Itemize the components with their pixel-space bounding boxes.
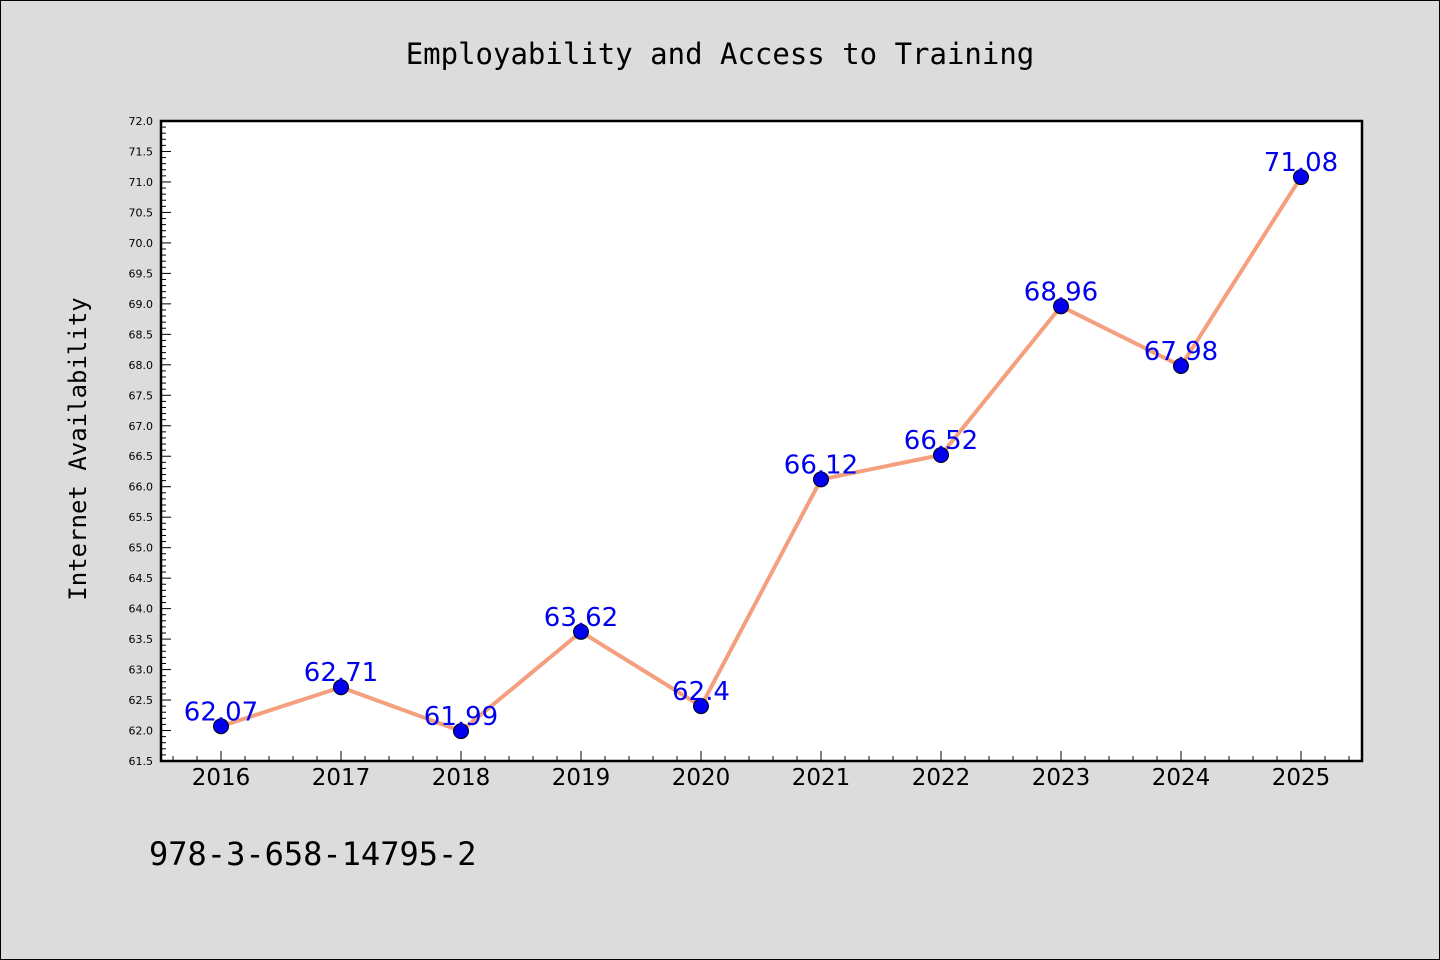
y-tick-label: 64.5: [129, 572, 154, 585]
x-tick-label: 2021: [792, 765, 851, 791]
data-label: 62.4: [672, 677, 730, 707]
x-tick-label: 2017: [312, 765, 371, 791]
y-tick-label: 62.5: [129, 694, 154, 707]
data-label: 63.62: [544, 603, 618, 633]
data-point: [573, 623, 589, 640]
chart-title: Employability and Access to Training: [406, 37, 1035, 71]
y-tick-label: 71.0: [129, 176, 154, 189]
y-tick-label: 70.5: [129, 206, 154, 219]
y-tick-label: 70.0: [129, 237, 154, 250]
data-point: [453, 723, 469, 740]
y-tick-label: 71.5: [129, 145, 154, 158]
series-group: [213, 169, 1309, 740]
data-point: [1293, 169, 1309, 186]
data-point: [213, 718, 229, 735]
plot-area: [161, 121, 1362, 761]
y-tick-label: 63.5: [129, 633, 154, 646]
data-label: 61.99: [424, 702, 498, 732]
series-line: [219, 175, 1303, 734]
data-label: 68.96: [1024, 277, 1098, 307]
data-label: 66.12: [784, 450, 858, 480]
y-tick-label: 65.5: [129, 511, 154, 524]
data-label: 67.98: [1144, 337, 1218, 367]
y-tick-label: 68.0: [129, 359, 154, 372]
y-tick-label: 67.0: [129, 420, 154, 433]
y-tick-label: 69.0: [129, 298, 154, 311]
data-label: 66.52: [904, 426, 978, 456]
y-tick-label: 66.5: [129, 450, 154, 463]
data-label: 62.07: [184, 697, 258, 727]
y-tick-label: 68.5: [129, 328, 154, 341]
y-tick-label: 64.0: [129, 603, 154, 616]
x-tick-label: 2023: [1032, 765, 1091, 791]
y-axis-label: Internet Availability: [64, 297, 92, 600]
data-point: [333, 679, 349, 696]
y-tick-label: 72.0: [129, 115, 154, 128]
x-tick-label: 2025: [1272, 765, 1331, 791]
y-tick-label: 61.5: [129, 755, 154, 768]
x-tick-label: 2024: [1152, 765, 1211, 791]
data-label: 71.08: [1264, 148, 1338, 178]
y-tick-label: 69.5: [129, 267, 154, 280]
y-tick-label: 66.0: [129, 481, 154, 494]
data-point: [1053, 298, 1069, 315]
x-tick-label: 2020: [672, 765, 731, 791]
data-label: 62.71: [304, 658, 378, 688]
y-tick-label: 65.0: [129, 542, 154, 555]
x-tick-label: 2022: [912, 765, 971, 791]
data-point: [813, 471, 829, 488]
x-tick-label: 2019: [552, 765, 611, 791]
y-tick-label: 62.0: [129, 725, 154, 738]
y-tick-label: 67.5: [129, 389, 154, 402]
x-tick-label: 2018: [432, 765, 491, 791]
data-point: [933, 447, 949, 464]
data-point: [693, 698, 709, 715]
y-tick-label: 63.0: [129, 664, 154, 677]
data-labels: 62.07 62.71 61.99 63.62 62.4 66.12 66.52 68.96 6…: [184, 148, 1338, 732]
data-point: [1173, 358, 1189, 375]
isbn-text: 978-3-658-14795-2: [149, 835, 477, 873]
x-tick-label: 2016: [192, 765, 251, 791]
plot-frame: [159, 119, 1364, 763]
